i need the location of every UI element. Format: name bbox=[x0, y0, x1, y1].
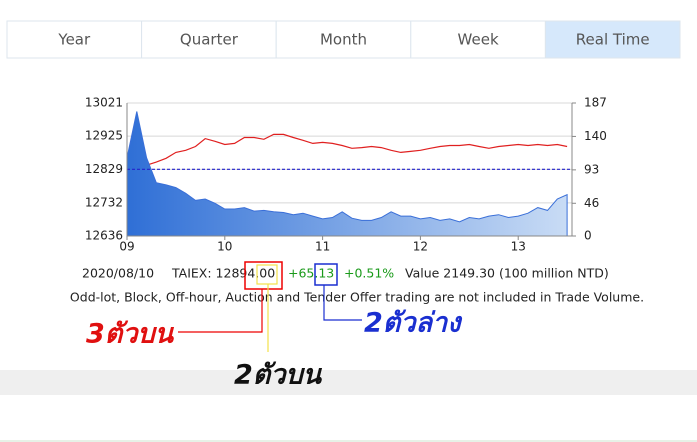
tab-label[interactable]: Real Time bbox=[576, 31, 650, 49]
y2-tick-label: 93 bbox=[584, 162, 599, 176]
tab-label[interactable]: Quarter bbox=[180, 31, 239, 49]
x-tick-label: 11 bbox=[315, 240, 330, 254]
yellow-box bbox=[256, 264, 278, 285]
tab-bar: Year Quarter Month Week Real Time bbox=[6, 20, 681, 59]
change: +65.13 bbox=[288, 266, 334, 281]
y-tick-label: 12925 bbox=[85, 129, 123, 143]
taiex: TAIEX: 12894.00 bbox=[171, 266, 275, 281]
trade-value: Value 2149.30 (100 million NTD) bbox=[405, 266, 609, 281]
x-tick-label: 13 bbox=[511, 240, 526, 254]
tab-label[interactable]: Year bbox=[57, 31, 91, 49]
y-tick-label: 13021 bbox=[85, 96, 123, 110]
volume-area bbox=[126, 111, 568, 237]
blue-box bbox=[314, 263, 338, 286]
tab[interactable] bbox=[544, 20, 681, 59]
footer-band bbox=[0, 370, 697, 395]
y-tick-label: 12732 bbox=[85, 195, 123, 209]
red-box bbox=[244, 261, 283, 290]
percent: +0.51% bbox=[344, 266, 394, 281]
y-tick-label: 12636 bbox=[85, 229, 123, 243]
tab[interactable] bbox=[141, 20, 277, 59]
tab[interactable] bbox=[6, 20, 143, 59]
note: Odd-lot, Block, Off-hour, Auction and Te… bbox=[70, 290, 644, 305]
y-tick-label: 12829 bbox=[85, 162, 123, 176]
y2-tick-label: 0 bbox=[584, 229, 592, 243]
tab-label[interactable]: Month bbox=[320, 31, 367, 49]
chart: 12636 12732 12829 12925 13021 0 46 93 140 187 09 10… bbox=[85, 96, 607, 254]
red-pointer bbox=[178, 289, 263, 333]
annotation-top3: 3ตัวบน bbox=[86, 319, 175, 350]
y2-tick-label: 46 bbox=[584, 196, 599, 210]
index-line bbox=[126, 133, 568, 172]
annotation-top2: 2ตัวบน bbox=[234, 360, 323, 391]
x-tick-label: 09 bbox=[119, 240, 134, 254]
tab[interactable] bbox=[275, 20, 412, 59]
date: 2020/08/10 bbox=[82, 266, 154, 281]
blue-pointer bbox=[323, 285, 362, 321]
y2-tick-label: 140 bbox=[584, 129, 607, 143]
tab-label[interactable]: Week bbox=[458, 31, 499, 49]
y2-tick-label: 187 bbox=[584, 96, 607, 110]
x-tick-label: 10 bbox=[217, 240, 232, 254]
annotation-bottom2: 2ตัวล่าง bbox=[364, 308, 463, 339]
x-tick-label: 12 bbox=[413, 240, 428, 254]
